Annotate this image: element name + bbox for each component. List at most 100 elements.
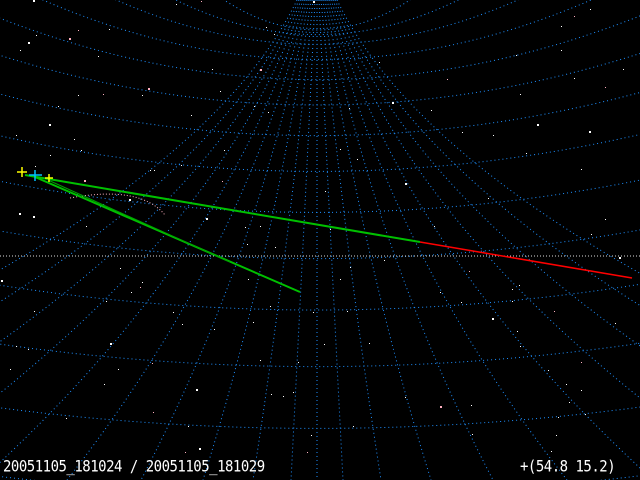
- star: [104, 384, 105, 385]
- star: [605, 219, 606, 220]
- star: [109, 29, 110, 30]
- grid-meridian: [318, 0, 344, 480]
- star: [353, 426, 354, 427]
- star: [520, 94, 521, 95]
- star: [191, 115, 192, 116]
- grid-parallel: [0, 179, 640, 213]
- star: [283, 396, 284, 397]
- grid-parallel: [0, 283, 640, 311]
- star: [561, 50, 562, 51]
- star: [619, 257, 621, 259]
- grid-parallel: [0, 406, 640, 429]
- star: [554, 311, 555, 312]
- crosshair-marker-icon[interactable]: [29, 170, 42, 181]
- grid-parallel: [0, 52, 640, 106]
- star: [34, 311, 35, 312]
- star: [551, 451, 552, 452]
- star: [517, 331, 518, 332]
- star: [581, 169, 582, 170]
- star: [270, 306, 271, 307]
- star: [185, 452, 186, 453]
- star: [78, 30, 79, 31]
- star: [313, 1, 315, 3]
- star: [526, 153, 527, 154]
- star: [152, 363, 153, 364]
- star: [488, 198, 489, 199]
- star: [36, 35, 37, 36]
- star: [86, 226, 87, 227]
- grid-meridian: [140, 0, 310, 480]
- star: [220, 91, 221, 92]
- star: [349, 108, 350, 109]
- star: [110, 343, 112, 345]
- star: [516, 55, 517, 56]
- star: [520, 346, 521, 347]
- track-extension-line: [419, 241, 633, 279]
- star: [142, 282, 143, 283]
- star: [434, 226, 435, 227]
- star: [492, 318, 494, 320]
- star: [142, 95, 143, 96]
- star: [16, 346, 17, 347]
- grid-meridian: [332, 0, 640, 347]
- pointer-coordinates: +(54.8 15.2): [520, 457, 616, 477]
- star: [35, 166, 36, 167]
- star: [325, 191, 326, 192]
- star: [384, 260, 385, 261]
- star: [512, 289, 513, 290]
- star: [103, 94, 104, 95]
- star: [98, 56, 99, 57]
- star: [28, 349, 29, 350]
- star: [196, 389, 198, 391]
- crosshair-marker-icon[interactable]: [45, 174, 53, 182]
- grid-parallel: [0, 229, 640, 260]
- star: [556, 435, 557, 436]
- star: [324, 344, 325, 345]
- star: [574, 78, 575, 79]
- star: [260, 69, 262, 71]
- grid-parallel: [223, 0, 411, 31]
- star: [581, 390, 582, 391]
- star: [548, 370, 549, 371]
- star: [69, 38, 71, 40]
- crosshair-marker-icon[interactable]: [17, 167, 27, 177]
- star: [248, 279, 249, 280]
- star: [298, 362, 299, 363]
- star: [330, 229, 331, 230]
- star: [347, 311, 348, 312]
- star: [260, 226, 261, 227]
- star: [212, 69, 213, 70]
- grid-meridian: [0, 0, 306, 464]
- star: [214, 329, 215, 330]
- star: [118, 369, 119, 370]
- star: [199, 448, 201, 450]
- star: [33, 0, 35, 2]
- star: [153, 412, 154, 413]
- star: [605, 87, 606, 88]
- grid-parallel: [0, 475, 640, 480]
- star: [405, 183, 407, 185]
- grid-meridian: [0, 0, 298, 271]
- star: [561, 26, 562, 27]
- star: [274, 34, 275, 35]
- grid-meridian: [0, 0, 304, 394]
- track-line-upper: [24, 174, 421, 243]
- star: [224, 150, 225, 151]
- star: [222, 181, 223, 182]
- star: [81, 150, 82, 151]
- star: [188, 426, 189, 427]
- star: [148, 88, 150, 90]
- star: [173, 312, 174, 313]
- star: [462, 132, 463, 133]
- star: [74, 139, 75, 140]
- star: [461, 302, 462, 303]
- star: [78, 95, 79, 96]
- grid-meridian: [0, 0, 302, 343]
- star: [260, 360, 261, 361]
- grid-parallel: [0, 91, 640, 137]
- star: [275, 247, 276, 248]
- star: [50, 155, 51, 156]
